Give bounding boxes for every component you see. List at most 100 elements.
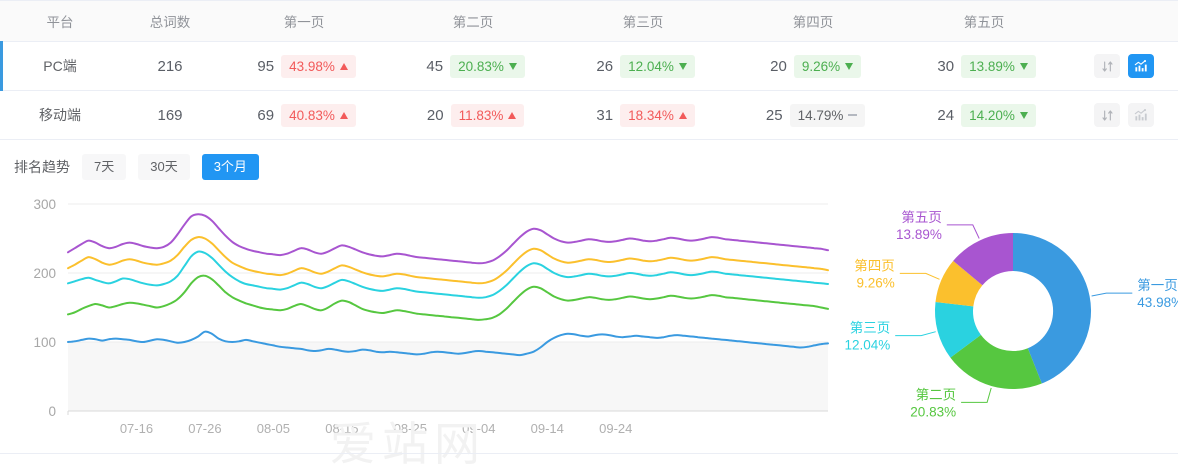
x-axis-tick-label: 09-24 <box>599 421 632 436</box>
line-chart-svg: 0 100 200 300 07-16 07-26 08-05 08-15 08-25 09-04… <box>33 197 829 436</box>
arrow-down-icon <box>1019 111 1028 119</box>
range-button-7d[interactable]: 7天 <box>82 154 127 180</box>
donut-label-name-2: 第二页 <box>916 386 957 402</box>
column-header-page3[interactable]: 第三页 <box>558 0 728 42</box>
donut-label-value-2: 20.83% <box>910 404 956 419</box>
page4-count: 20 <box>770 57 787 75</box>
page5-change-badge: 14.20% <box>961 103 1036 127</box>
total-keywords-value: 169 <box>157 106 183 124</box>
chart-icon <box>1134 108 1147 121</box>
y-axis-tick-label: 0 <box>48 404 56 419</box>
page2-change-badge: 20.83% <box>450 54 525 78</box>
total-keywords-cell: 169 <box>120 90 220 140</box>
donut-slice-5 <box>953 233 1013 286</box>
page5-cell: 30 13.89% <box>898 41 1070 91</box>
range-button-3m[interactable]: 3个月 <box>201 154 259 180</box>
chart-icon <box>1134 59 1147 72</box>
donut-label-value-1: 43.98% <box>1137 295 1178 310</box>
trend-chart-button[interactable] <box>1128 103 1154 127</box>
donut-label-name-5: 第五页 <box>901 209 942 225</box>
x-axis-tick-label: 07-16 <box>120 421 153 436</box>
page2-change-badge: 11.83% <box>450 103 525 127</box>
donut-leader-line-2 <box>961 387 992 403</box>
range-button-30d[interactable]: 30天 <box>138 154 190 180</box>
page3-change-value: 18.34% <box>628 107 674 123</box>
page2-cell: 45 20.83% <box>388 41 558 91</box>
donut-slice-4 <box>935 260 983 307</box>
table-body: PC端 216 95 43.98% 45 20.83% <box>0 41 1178 140</box>
line-series-1 <box>67 330 829 357</box>
table-row[interactable]: 移动端 169 69 40.83% 20 11.83% <box>0 90 1178 140</box>
page4-cell: 20 9.26% <box>728 41 898 91</box>
column-header-platform[interactable]: 平台 <box>0 0 120 42</box>
platform-cell: 移动端 <box>0 90 120 140</box>
x-axis-tick-label: 07-26 <box>188 421 221 436</box>
page3-cell: 26 12.04% <box>558 41 728 91</box>
donut-label-name-4: 第四页 <box>854 257 895 273</box>
dash-flat-icon <box>848 114 858 116</box>
column-header-page1[interactable]: 第一页 <box>220 0 388 42</box>
donut-label-name-1: 第一页 <box>1137 277 1178 293</box>
trend-chart-button[interactable] <box>1128 54 1154 78</box>
page5-change-value: 13.89% <box>969 58 1015 74</box>
donut-chart-svg: 第一页 43.98% 第二页 20.83% 第三页 12.04% 第四页 9.26% 第五页 13… <box>844 209 1178 419</box>
row-selected-accent <box>0 41 3 91</box>
column-header-page5[interactable]: 第五页 <box>898 0 1070 42</box>
actions-cell <box>1070 41 1178 91</box>
donut-label-name-3: 第三页 <box>850 320 891 336</box>
x-axis-tick-label: 08-05 <box>257 421 290 436</box>
page5-count: 30 <box>937 57 955 75</box>
page1-cell: 69 40.83% <box>220 90 388 140</box>
page1-change-value: 43.98% <box>289 58 335 74</box>
arrow-up-icon <box>508 111 517 119</box>
line-series-4 <box>67 236 829 285</box>
x-axis-tick-label: 09-04 <box>462 421 495 436</box>
actions-cell <box>1070 90 1178 140</box>
platform-label: 移动端 <box>39 107 81 123</box>
page4-change-value: 9.26% <box>801 58 841 74</box>
page5-change-value: 14.20% <box>969 107 1015 123</box>
trend-panel: 排名趋势 7天 30天 3个月 0 100 200 300 07-16 07-26 08-0… <box>0 140 1178 470</box>
page-distribution-donut-chart[interactable]: 第一页 43.98% 第二页 20.83% 第三页 12.04% 第四页 9.26% 第五页 13… <box>840 186 1178 454</box>
sort-button[interactable] <box>1094 103 1120 127</box>
column-header-actions <box>1070 0 1178 42</box>
total-keywords-cell: 216 <box>120 41 220 91</box>
column-header-page2[interactable]: 第二页 <box>388 0 558 42</box>
page4-cell: 25 14.79% <box>728 90 898 140</box>
charts-row: 0 100 200 300 07-16 07-26 08-05 08-15 08-25 09-04… <box>0 186 1178 454</box>
page3-cell: 31 18.34% <box>558 90 728 140</box>
column-header-total[interactable]: 总词数 <box>120 0 220 42</box>
page3-change-value: 12.04% <box>628 58 674 74</box>
page5-count: 24 <box>937 106 955 124</box>
page1-change-badge: 40.83% <box>281 103 356 127</box>
arrow-up-icon <box>678 111 687 119</box>
sort-icon <box>1101 60 1113 72</box>
y-axis-tick-label: 100 <box>33 335 56 350</box>
rank-table: 平台 总词数 第一页 第二页 第三页 第四页 第五页 PC端 216 95 <box>0 0 1178 140</box>
column-header-page4[interactable]: 第四页 <box>728 0 898 42</box>
x-axis-tick-label: 09-14 <box>531 421 564 436</box>
page3-count: 31 <box>596 106 614 124</box>
sort-button[interactable] <box>1094 54 1120 78</box>
arrow-down-icon <box>1019 62 1028 70</box>
donut-label-value-5: 13.89% <box>896 227 942 242</box>
page2-count: 45 <box>426 57 444 75</box>
arrow-down-icon <box>845 62 854 70</box>
donut-label-value-4: 9.26% <box>856 275 894 290</box>
platform-cell: PC端 <box>0 41 120 91</box>
table-row[interactable]: PC端 216 95 43.98% 45 20.83% <box>0 41 1178 91</box>
page1-cell: 95 43.98% <box>220 41 388 91</box>
page5-change-badge: 13.89% <box>961 54 1036 78</box>
trend-title: 排名趋势 <box>14 159 70 175</box>
page2-change-value: 11.83% <box>458 107 504 123</box>
rank-trend-line-chart[interactable]: 0 100 200 300 07-16 07-26 08-05 08-15 08-25 09-04… <box>0 186 840 454</box>
donut-slice-2 <box>950 334 1042 390</box>
trend-toolbar: 排名趋势 7天 30天 3个月 <box>0 140 1178 186</box>
donut-slice-1 <box>1013 233 1092 384</box>
arrow-down-icon <box>508 62 517 70</box>
line-series-5 <box>67 213 829 265</box>
arrow-up-icon <box>339 111 348 119</box>
donut-leader-line-4 <box>899 272 940 280</box>
donut-label-value-3: 12.04% <box>844 338 890 353</box>
y-axis-tick-label: 300 <box>33 197 56 212</box>
